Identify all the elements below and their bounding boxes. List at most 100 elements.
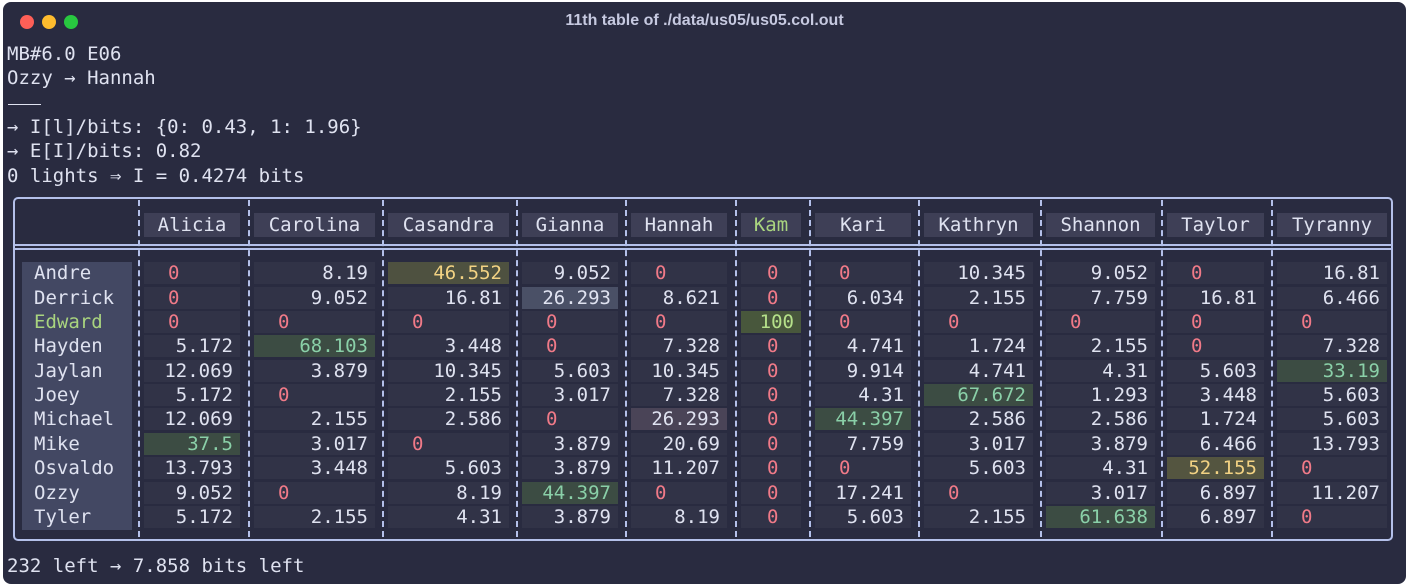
table-cell: 6.466: [1277, 287, 1387, 309]
table-cell: 8.19: [631, 506, 727, 528]
table-cell: 3.017: [924, 433, 1033, 455]
table-cell: 0: [631, 311, 727, 333]
minimize-button[interactable]: [42, 15, 56, 29]
table-cell: 2.155: [924, 506, 1033, 528]
table-cell: 5.603: [1167, 360, 1264, 382]
table-cell: 10.345: [924, 262, 1033, 284]
row-label: Derrick: [34, 287, 115, 309]
column-separator: [516, 200, 518, 537]
column-header: Gianna: [522, 213, 618, 237]
row-label: Andre: [34, 262, 92, 284]
table-cell: 3.017: [1046, 482, 1155, 504]
table-cell: 10.345: [631, 360, 727, 382]
row-label: Edward: [34, 311, 103, 333]
table-cell: 61.638: [1046, 506, 1155, 528]
column-separator: [1271, 200, 1273, 537]
column-separator: [735, 200, 737, 537]
column-separator: [918, 200, 920, 537]
table-cell: 1.724: [1167, 408, 1264, 430]
header-divider: [13, 244, 1393, 246]
table-cell: 2.155: [388, 384, 509, 406]
table-cell: 5.603: [522, 360, 618, 382]
table-cell: 0: [741, 262, 801, 284]
column-separator: [1161, 200, 1163, 537]
table-cell: 16.81: [1167, 287, 1264, 309]
table-cell: 0: [815, 311, 911, 333]
table-cell: 0: [631, 482, 727, 504]
row-label: Ozzy: [34, 482, 80, 504]
table-cell: 3.448: [388, 335, 509, 357]
table-cell: 7.759: [1046, 287, 1155, 309]
table-cell: 6.897: [1167, 506, 1264, 528]
row-label: Jaylan: [34, 360, 103, 382]
zoom-button[interactable]: [64, 15, 78, 29]
table-cell: 3.879: [522, 433, 618, 455]
table-cell: 52.155: [1167, 457, 1264, 479]
table-cell: 5.172: [144, 506, 240, 528]
table-cell: 9.052: [254, 287, 375, 309]
table-cell: 8.19: [388, 482, 509, 504]
table-cell: 3.879: [254, 360, 375, 382]
table-cell: 0: [388, 433, 509, 455]
table-cell: 0: [522, 335, 618, 357]
table-cell: 0: [741, 335, 801, 357]
table-cell: 5.172: [144, 335, 240, 357]
column-header: Kari: [815, 213, 911, 237]
table-cell: 8.621: [631, 287, 727, 309]
column-header: Alicia: [144, 213, 240, 237]
column-separator: [382, 200, 384, 537]
table-cell: 13.793: [144, 457, 240, 479]
table-cell: 33.19: [1277, 360, 1387, 382]
table-cell: 3.879: [522, 457, 618, 479]
table-cell: 2.586: [1046, 408, 1155, 430]
table-cell: 0: [522, 408, 618, 430]
table-cell: 16.81: [1277, 262, 1387, 284]
table-cell: 0: [254, 482, 375, 504]
table-cell: 4.31: [815, 384, 911, 406]
table-cell: 0: [815, 262, 911, 284]
table-cell: 0: [1277, 506, 1387, 528]
header-line-2: Ozzy → Hannah: [7, 67, 156, 89]
table-cell: 12.069: [144, 408, 240, 430]
table-cell: 2.155: [254, 506, 375, 528]
table-cell: 0: [924, 311, 1033, 333]
table-cell: 6.466: [1167, 433, 1264, 455]
column-separator: [1040, 200, 1042, 537]
column-header: Casandra: [388, 213, 509, 237]
column-header: Hannah: [631, 213, 727, 237]
table-cell: 0: [1167, 311, 1264, 333]
table-cell: 0: [1167, 262, 1264, 284]
table-cell: 0: [144, 262, 240, 284]
table-cell: 6.034: [815, 287, 911, 309]
close-button[interactable]: [20, 15, 34, 29]
table-cell: 13.793: [1277, 433, 1387, 455]
table-cell: 8.19: [254, 262, 375, 284]
table-cell: 26.293: [631, 408, 727, 430]
table-cell: 4.31: [388, 506, 509, 528]
column-header: Kathryn: [924, 213, 1033, 237]
column-separator: [625, 200, 627, 537]
table-cell: 0: [144, 287, 240, 309]
row-label: Joey: [34, 384, 80, 406]
table-cell: 2.586: [924, 408, 1033, 430]
column-header: Taylor: [1167, 213, 1264, 237]
table-cell: 0: [741, 506, 801, 528]
column-header: Shannon: [1046, 213, 1155, 237]
table-cell: 9.052: [1046, 262, 1155, 284]
table-cell: 9.052: [522, 262, 618, 284]
table-cell: 0: [1046, 311, 1155, 333]
table-cell: 0: [741, 408, 801, 430]
footer-status: 232 left → 7.858 bits left: [7, 555, 305, 577]
header-line-5: 0 lights ⇒ I = 0.4274 bits: [7, 165, 305, 187]
table-cell: 9.052: [144, 482, 240, 504]
table-cell: 11.207: [1277, 482, 1387, 504]
table-cell: 1.724: [924, 335, 1033, 357]
table-cell: 4.31: [1046, 360, 1155, 382]
table-cell: 0: [741, 287, 801, 309]
table-cell: 44.397: [815, 408, 911, 430]
table-cell: 3.879: [522, 506, 618, 528]
title-bar: 11th table of ./data/us05/us05.col.out: [3, 2, 1406, 40]
column-separator: [138, 200, 140, 537]
table-cell: 3.448: [254, 457, 375, 479]
header-divider-2: [13, 248, 1393, 250]
